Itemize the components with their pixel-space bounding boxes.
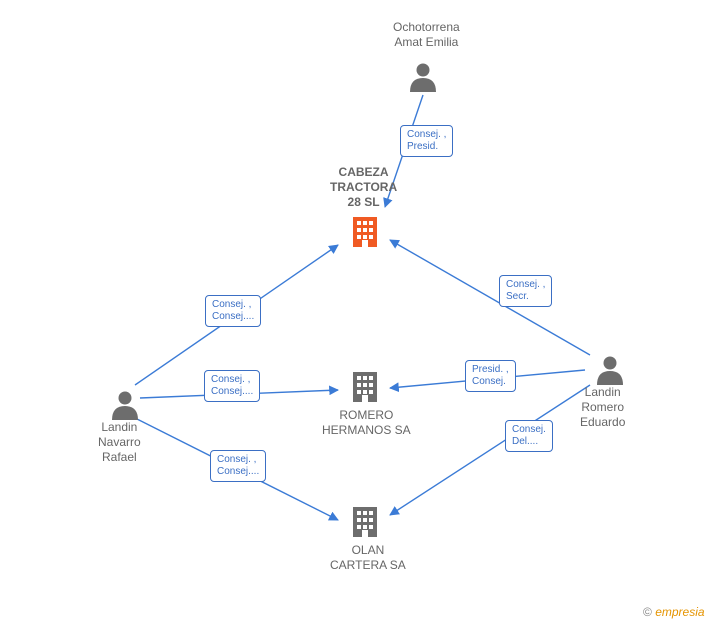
node-olan-building-icon[interactable] [353, 507, 377, 537]
graph-canvas [0, 0, 728, 630]
watermark-brand: empresia [655, 605, 704, 619]
edge-label-eduardo-cabeza: Consej. , Secr. [499, 275, 552, 307]
edge-eduardo-cabeza [390, 240, 590, 355]
edge-label-eduardo-romero: Presid. , Consej. [465, 360, 516, 392]
node-label-cabeza: CABEZA TRACTORA 28 SL [330, 165, 397, 210]
edge-label-rafael-cabeza: Consej. , Consej.... [205, 295, 261, 327]
node-rafael-person-icon[interactable] [112, 392, 138, 421]
edge-label-ochotorrena-cabeza: Consej. , Presid. [400, 125, 453, 157]
node-romero-building-icon[interactable] [353, 372, 377, 402]
node-ochotorrena-person-icon[interactable] [410, 64, 436, 93]
edge-label-rafael-olan: Consej. , Consej.... [210, 450, 266, 482]
node-label-romero: ROMERO HERMANOS SA [322, 408, 411, 438]
node-eduardo-person-icon[interactable] [597, 357, 623, 386]
edge-eduardo-olan [390, 385, 590, 515]
node-cabeza-building-icon[interactable] [353, 217, 377, 247]
node-label-rafael: Landin Navarro Rafael [98, 420, 141, 465]
node-label-ochotorrena: Ochotorrena Amat Emilia [393, 20, 460, 50]
watermark: © empresia [643, 605, 705, 619]
node-label-olan: OLAN CARTERA SA [330, 543, 406, 573]
edge-label-rafael-romero: Consej. , Consej.... [204, 370, 260, 402]
edge-label-eduardo-olan: Consej. Del.... [505, 420, 553, 452]
node-label-eduardo: Landin Romero Eduardo [580, 385, 625, 430]
watermark-prefix: © [643, 605, 655, 619]
